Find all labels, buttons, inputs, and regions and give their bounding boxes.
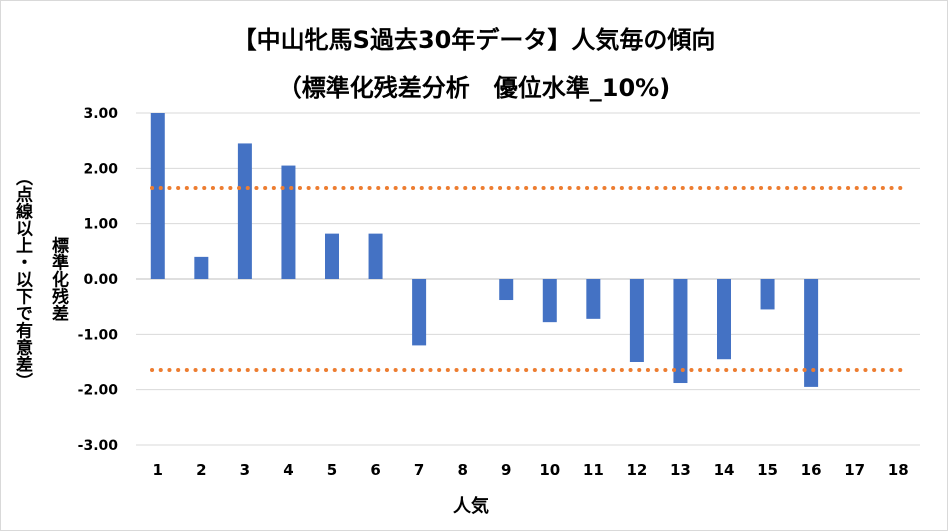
x-tick-label: 18	[888, 461, 909, 479]
x-tick-label: 6	[370, 461, 380, 479]
bar-10	[542, 279, 557, 323]
bar-4	[281, 165, 296, 279]
y-tick-label: -3.00	[78, 438, 119, 454]
y-tick-label: 3.00	[83, 106, 118, 122]
y-tick-label: -2.00	[78, 383, 119, 399]
x-tick-label: 15	[757, 461, 778, 479]
bar-9	[499, 279, 514, 301]
x-tick-label: 9	[501, 461, 511, 479]
x-tick-label: 5	[327, 461, 337, 479]
y-axis-note: （点線以上・以下で有意差）	[12, 169, 33, 390]
bar-15	[760, 279, 775, 310]
x-tick-label: 14	[714, 461, 735, 479]
y-tick-label: 1.00	[83, 217, 118, 233]
x-tick-label: 12	[626, 461, 647, 479]
bar-7	[412, 279, 427, 346]
y-tick-labels: 3.00 2.00 1.00 0.00 -1.00 -2.00 -3.00	[78, 106, 119, 454]
y-tick-label: 2.00	[83, 161, 118, 177]
x-tick-label: 10	[539, 461, 560, 479]
bar-6	[368, 233, 383, 279]
threshold-lines	[150, 185, 904, 373]
bar-11	[586, 279, 601, 319]
x-tick-label: 3	[240, 461, 250, 479]
bar-16	[804, 279, 819, 387]
y-tick-label: -1.00	[78, 327, 119, 343]
bar-12	[629, 279, 644, 362]
bars	[150, 113, 819, 387]
x-tick-label: 8	[457, 461, 467, 479]
bar-14	[717, 279, 731, 360]
bar-13	[673, 279, 688, 384]
gridlines	[136, 112, 920, 446]
y-axis-label: 標準化残差	[48, 235, 69, 321]
bar-1	[150, 113, 165, 279]
y-tick-label: 0.00	[83, 272, 118, 288]
bar-3	[237, 143, 252, 279]
x-tick-label: 2	[196, 461, 206, 479]
x-tick-label: 1	[153, 461, 163, 479]
x-tick-label: 16	[801, 461, 822, 479]
x-axis-label: 人気	[453, 495, 489, 517]
x-tick-labels: 1 2 3 4 5 6 7 8 9 10 11 12 13 14 15 16 17 18	[153, 461, 909, 479]
x-tick-label: 17	[844, 461, 865, 479]
bar-2	[194, 256, 209, 279]
x-tick-label: 13	[670, 461, 691, 479]
x-tick-label: 7	[414, 461, 424, 479]
x-tick-label: 4	[283, 461, 293, 479]
x-tick-label: 11	[583, 461, 604, 479]
chart-title: 【中山牝馬S過去30年データ】人気毎の傾向	[232, 26, 716, 54]
chart-subtitle: （標準化残差分析 優位水準_10%)	[277, 74, 671, 102]
bar-5	[325, 233, 339, 279]
